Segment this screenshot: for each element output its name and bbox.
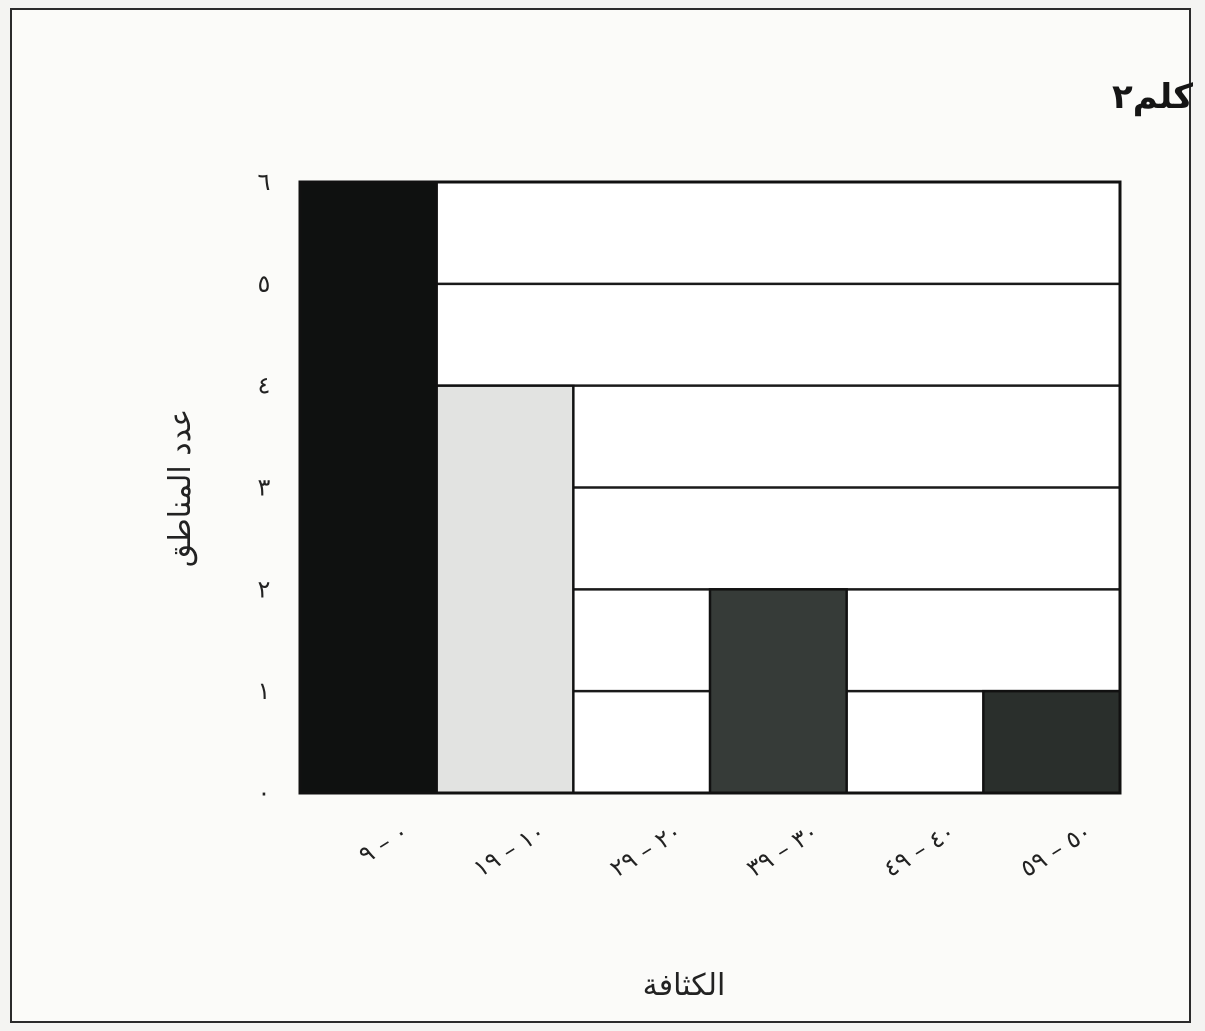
y-tick-label: ٥ — [258, 270, 271, 298]
x-category-label: ٠ – ٩ — [354, 817, 414, 869]
y-tick-label: ٣ — [258, 474, 271, 502]
plot-area: ٠ ١ ٢ ٣ ٤ ٥ ٦ ٠ – ٩ ١٠ – ١٩ ٢٠ – ٢٩ ٣٠ – ٣٩ ٤٠ – ٤٩… — [258, 168, 1122, 883]
histogram-chart: الكثافة السكانية لمناطق السعودية لكل كلم… — [163, 77, 1193, 1003]
bar-3 — [708, 588, 848, 795]
bar-1 — [435, 384, 575, 795]
x-category-label: ٣٠ – ٣٩ — [742, 817, 824, 883]
chart-frame: الكثافة السكانية لمناطق السعودية لكل كلم… — [10, 8, 1193, 1023]
y-tick-label: ١ — [258, 677, 271, 705]
x-category-label: ٢٠ – ٢٩ — [605, 817, 687, 883]
y-tick-label: ٦ — [258, 168, 271, 196]
chart-title: الكثافة السكانية لمناطق السعودية لكل كلم… — [1112, 77, 1193, 117]
bar-0 — [298, 180, 438, 795]
x-category-label: ١٠ – ١٩ — [468, 817, 550, 883]
plot-border — [298, 180, 1122, 795]
y-tick-label: ٢ — [258, 575, 271, 603]
x-category-label: ٥٠ – ٥٩ — [1015, 817, 1097, 883]
bar-5 — [982, 689, 1122, 795]
x-category-label: ٤٠ – ٤٩ — [878, 817, 960, 883]
y-axis-label: عدد المناطق — [163, 409, 198, 567]
y-tick-label: ٤ — [258, 372, 271, 400]
x-axis-label: الكثافة — [643, 968, 726, 1003]
y-tick-label: ٠ — [258, 779, 271, 807]
